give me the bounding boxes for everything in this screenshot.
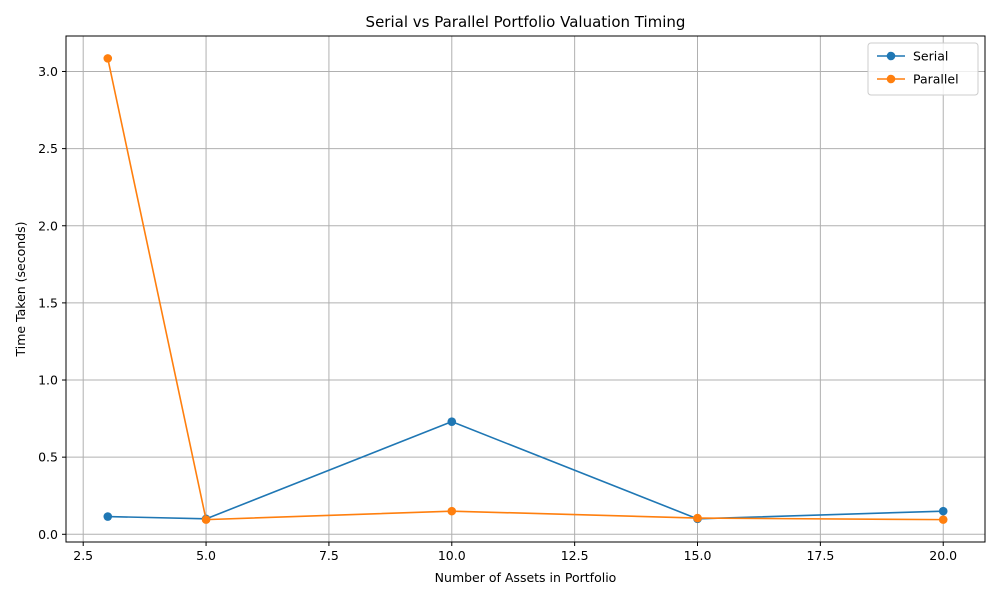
y-tick-label: 1.5	[38, 295, 58, 310]
y-axis: 0.0 0.5 1.0 1.5 2.0 2.5 3.0	[38, 64, 66, 542]
x-tick-label: 12.5	[561, 548, 589, 563]
x-tick-label: 15.0	[684, 548, 712, 563]
x-axis: 2.5 5.0 7.5 10.0 12.5 15.0 17.5 20.0	[73, 542, 957, 563]
parallel-data-point	[201, 515, 211, 524]
x-tick-label: 7.5	[319, 548, 339, 563]
parallel-legend-marker	[886, 74, 896, 84]
parallel-data-point	[447, 506, 457, 516]
series-layer	[103, 54, 948, 524]
x-tick-label: 2.5	[73, 548, 93, 563]
parallel-data-point	[693, 513, 702, 523]
serial-series-line	[107, 420, 944, 520]
x-tick-label: 17.5	[806, 548, 834, 563]
parallel-legend-label: Parallel	[913, 72, 959, 87]
chart-title: Serial vs Parallel Portfolio Valuation T…	[366, 13, 686, 31]
y-tick-label: 1.0	[38, 373, 58, 388]
serial-legend-label: Serial	[913, 49, 948, 64]
plot-area-frame	[65, 35, 986, 543]
legend: Serial Parallel	[867, 42, 979, 96]
parallel-data-point	[103, 54, 113, 63]
serial-data-point	[103, 512, 113, 521]
y-axis-label: Time Taken (seconds)	[13, 221, 28, 357]
grid-lines	[66, 36, 985, 542]
y-tick-label: 2.5	[38, 141, 58, 156]
serial-legend-marker	[886, 51, 896, 61]
y-tick-label: 0.5	[38, 450, 58, 465]
y-tick-label: 2.0	[38, 218, 58, 233]
parallel-data-point	[938, 515, 948, 524]
serial-data-point	[447, 417, 457, 426]
x-tick-label: 10.0	[438, 548, 466, 563]
serial-data-point	[938, 506, 948, 516]
serial-series	[103, 417, 948, 524]
x-tick-label: 5.0	[196, 548, 216, 563]
x-axis-label: Number of Assets in Portfolio	[435, 570, 617, 585]
y-tick-label: 0.0	[38, 527, 58, 542]
y-tick-label: 3.0	[38, 64, 58, 79]
parallel-series	[103, 54, 948, 524]
x-tick-label: 20.0	[929, 548, 957, 563]
